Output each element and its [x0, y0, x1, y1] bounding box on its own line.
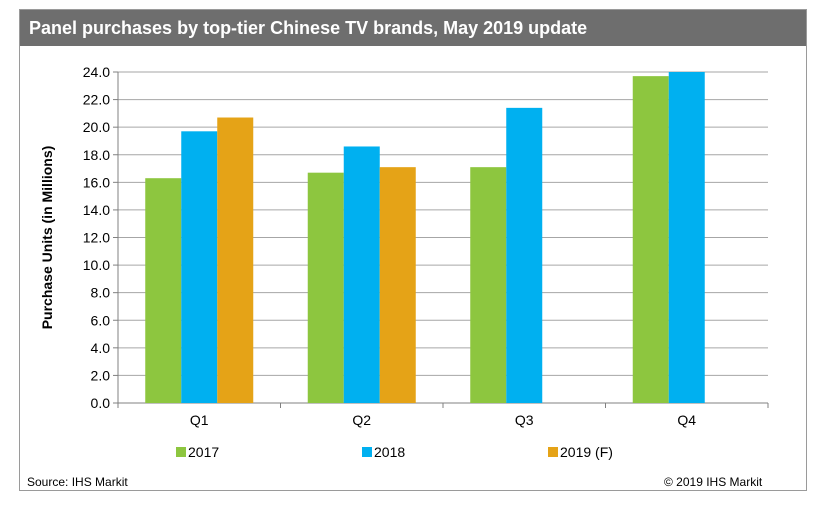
bar-2017-q3 — [470, 167, 507, 403]
y-axis-label: Purchase Units (in Millions) — [39, 146, 55, 330]
x-tick-label: Q2 — [352, 412, 371, 428]
legend-label: 2017 — [188, 444, 219, 460]
chart-title: Panel purchases by top-tier Chinese TV b… — [20, 10, 806, 46]
y-tick-label: 18.0 — [83, 147, 110, 163]
copyright-note: © 2019 IHS Markit — [664, 475, 763, 489]
bar-2017-q2 — [307, 172, 344, 403]
bar-2019f-q2 — [379, 167, 416, 403]
y-tick-label: 12.0 — [83, 230, 110, 246]
source-note: Source: IHS Markit — [27, 475, 128, 489]
bar-2018-q4 — [668, 72, 705, 403]
bar-2018-q3 — [506, 107, 543, 403]
y-tick-label: 10.0 — [83, 257, 110, 273]
y-tick-label: 14.0 — [83, 202, 110, 218]
y-tick-label: 6.0 — [91, 312, 111, 328]
y-tick-label: 4.0 — [91, 340, 111, 356]
y-tick-label: 0.0 — [91, 395, 111, 411]
legend-label: 2019 (F) — [560, 444, 613, 460]
legend-label: 2018 — [374, 444, 405, 460]
y-tick-label: 8.0 — [91, 285, 111, 301]
y-tick-label: 2.0 — [91, 367, 111, 383]
y-tick-label: 16.0 — [83, 174, 110, 190]
y-tick-label: 22.0 — [83, 92, 110, 108]
bar-2018-q1 — [181, 131, 218, 403]
bar-2017-q4 — [632, 76, 669, 403]
legend-swatch-2017 — [176, 447, 186, 457]
x-tick-label: Q1 — [190, 412, 209, 428]
legend-swatch-2019f — [548, 447, 558, 457]
x-tick-label: Q4 — [677, 412, 696, 428]
y-tick-label: 20.0 — [83, 119, 110, 135]
x-tick-label: Q3 — [515, 412, 534, 428]
bar-2019f-q1 — [217, 117, 254, 403]
legend-swatch-2018 — [362, 447, 372, 457]
bar-2018-q2 — [343, 146, 380, 403]
y-tick-label: 24.0 — [83, 64, 110, 80]
bar-2017-q1 — [145, 178, 182, 403]
